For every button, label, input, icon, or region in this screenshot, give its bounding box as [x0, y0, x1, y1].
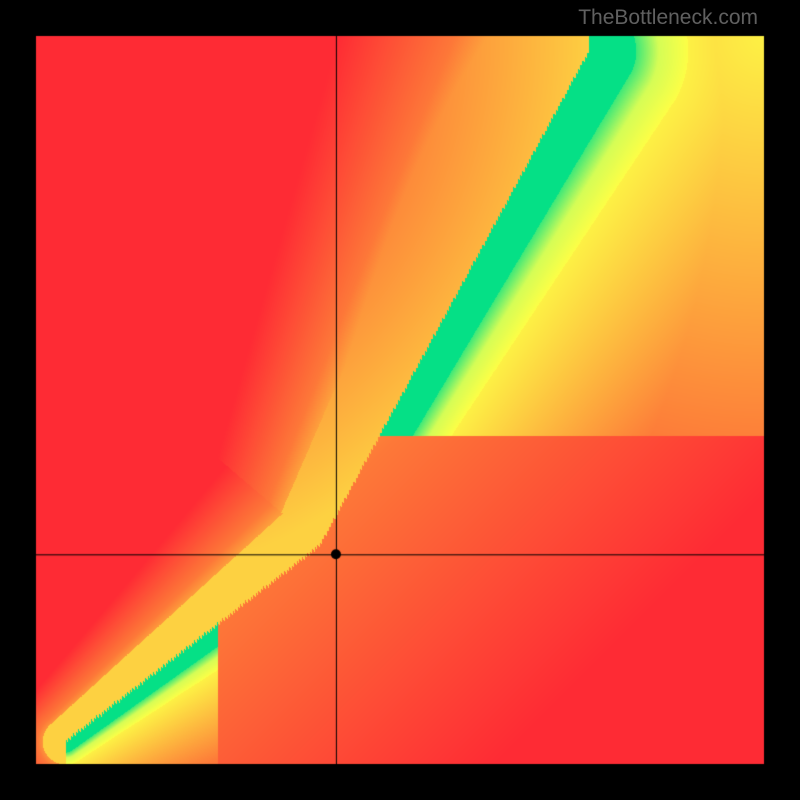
bottleneck-heatmap	[0, 0, 800, 800]
watermark-text: TheBottleneck.com	[578, 6, 758, 30]
